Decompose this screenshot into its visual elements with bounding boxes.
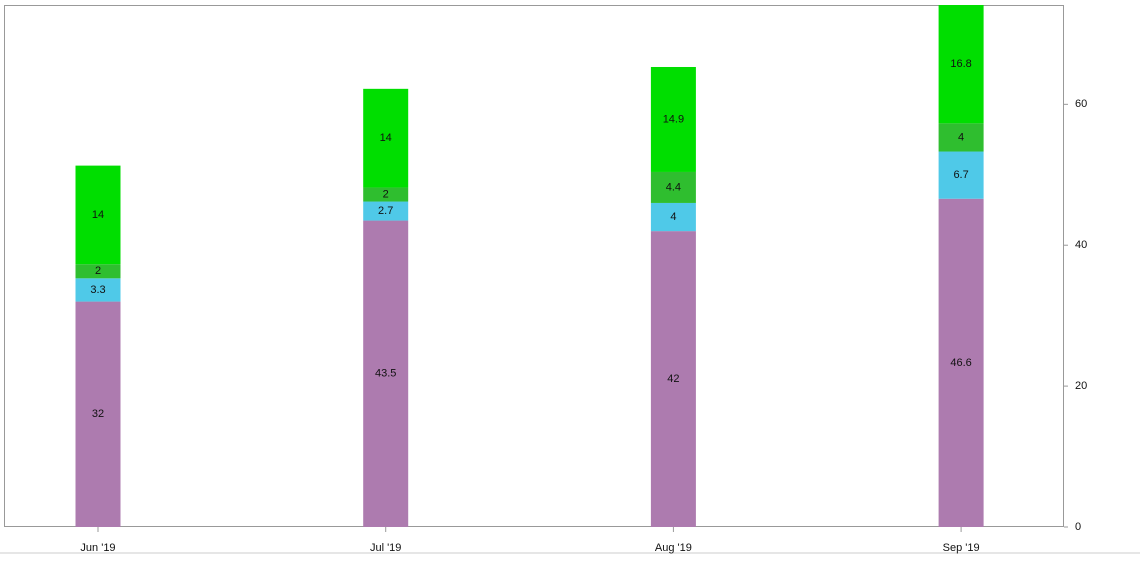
value-label: 14 bbox=[92, 209, 104, 221]
value-label: 16.8 bbox=[950, 58, 971, 70]
value-label: 14 bbox=[380, 132, 392, 144]
value-label: 43.5 bbox=[375, 368, 396, 380]
bar-segment bbox=[363, 201, 409, 221]
y-tick-label: 60 bbox=[1075, 98, 1087, 110]
value-label: 6.7 bbox=[953, 169, 968, 181]
bar-segment bbox=[363, 88, 409, 188]
value-label: 2 bbox=[383, 188, 389, 200]
value-label: 42 bbox=[667, 373, 679, 385]
bar-segment bbox=[363, 187, 409, 202]
value-label: 14.9 bbox=[663, 113, 684, 125]
bar-segment bbox=[650, 231, 696, 527]
bar-segment bbox=[75, 264, 121, 279]
x-tick-label: Jul '19 bbox=[370, 542, 401, 554]
bar-segment bbox=[938, 5, 984, 124]
bar-segment bbox=[650, 202, 696, 232]
value-label: 3.3 bbox=[90, 284, 105, 296]
bar-segment bbox=[938, 198, 984, 527]
value-label: 2.7 bbox=[378, 205, 393, 217]
bar-segment bbox=[938, 123, 984, 152]
bar-segment bbox=[363, 220, 409, 528]
value-label: 4.4 bbox=[666, 181, 681, 193]
y-tick-label: 40 bbox=[1075, 239, 1087, 251]
x-tick-label: Jun '19 bbox=[80, 542, 115, 554]
bar-segment bbox=[75, 165, 121, 265]
x-tick-label: Sep '19 bbox=[943, 542, 980, 554]
value-label: 46.6 bbox=[950, 357, 971, 369]
value-label: 32 bbox=[92, 408, 104, 420]
value-label: 4 bbox=[670, 211, 676, 223]
bar-segment bbox=[75, 278, 121, 302]
bar-segment bbox=[650, 66, 696, 172]
y-tick-label: 0 bbox=[1075, 521, 1081, 533]
bar-segment bbox=[75, 301, 121, 527]
plot-frame bbox=[4, 5, 1064, 527]
bar-segment bbox=[938, 151, 984, 199]
bar-segment bbox=[650, 171, 696, 203]
y-tick-label: 20 bbox=[1075, 380, 1087, 392]
value-label: 2 bbox=[95, 265, 101, 277]
value-label: 4 bbox=[958, 131, 964, 143]
x-tick-label: Aug '19 bbox=[655, 542, 692, 554]
